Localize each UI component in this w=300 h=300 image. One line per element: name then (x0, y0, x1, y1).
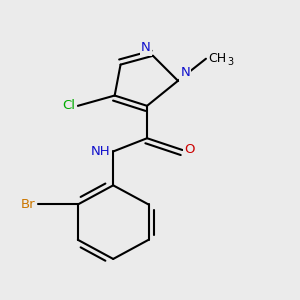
Text: 3: 3 (227, 57, 234, 67)
Text: Br: Br (21, 198, 36, 211)
Text: O: O (185, 143, 195, 157)
Text: N: N (141, 41, 151, 54)
Text: Cl: Cl (62, 99, 76, 112)
Text: N: N (180, 66, 190, 79)
Text: NH: NH (91, 145, 111, 158)
Text: CH: CH (208, 52, 226, 65)
